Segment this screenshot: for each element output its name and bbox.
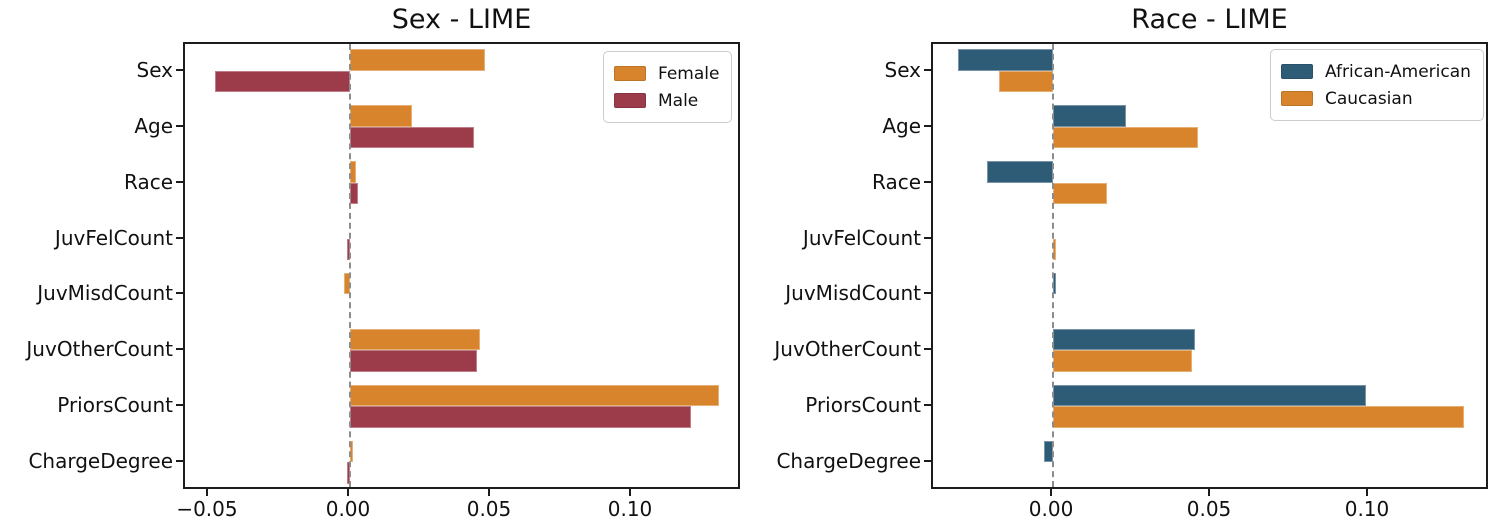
ytick-mark	[176, 292, 183, 295]
ytick-mark	[924, 348, 931, 351]
legend: Female Male	[603, 51, 733, 123]
bar-priorscount-caucasian	[1053, 406, 1464, 428]
ytick-mark	[924, 236, 931, 239]
ytick-label-age: Age	[134, 113, 173, 138]
ytick-label-priorscount: PriorsCount	[805, 393, 921, 418]
ytick-label-chargedegree: ChargeDegree	[28, 449, 173, 474]
ytick-label-juvmisdcount: JuvMisdCount	[37, 281, 173, 306]
chart-title: Race - LIME	[1131, 4, 1288, 35]
bar-race-caucasian	[1053, 182, 1107, 205]
bar-age-african-american	[1053, 105, 1126, 127]
ytick-mark	[924, 68, 931, 71]
bar-priorscount-female	[349, 384, 720, 407]
ytick-mark	[924, 292, 931, 295]
bar-chargedegree-male	[347, 462, 350, 484]
legend-item: Female	[614, 60, 719, 87]
bar-priorscount-african-american	[1053, 384, 1366, 407]
ytick-label-sex: Sex	[884, 57, 921, 82]
bar-priorscount-male	[349, 406, 692, 428]
ytick-mark	[176, 236, 183, 239]
bar-race-african-american	[986, 161, 1054, 183]
bar-age-caucasian	[1053, 126, 1199, 149]
chart-title: Sex - LIME	[391, 4, 532, 35]
xtick-label: 0.00	[325, 497, 371, 521]
xtick-mark	[487, 489, 490, 496]
ytick-label-race: Race	[871, 169, 921, 194]
ytick-mark	[924, 404, 931, 407]
ytick-mark	[176, 124, 183, 127]
ytick-mark	[924, 460, 931, 463]
bar-chargedegree-african-american	[1043, 440, 1054, 463]
bar-juvmisdcount-female	[344, 272, 350, 295]
xtick-mark	[205, 489, 208, 496]
ytick-label-race: Race	[123, 169, 173, 194]
legend-label: African-American	[1325, 61, 1471, 82]
bar-sex-caucasian	[999, 70, 1054, 93]
bar-sex-female	[349, 49, 486, 71]
xtick-mark	[346, 489, 349, 496]
ytick-label-juvfelcount: JuvFelCount	[54, 225, 173, 250]
ytick-label-juvmisdcount: JuvMisdCount	[785, 281, 921, 306]
ytick-label-juvothercount: JuvOtherCount	[26, 337, 173, 362]
female-swatch-icon	[614, 66, 646, 81]
xtick-label: 0.05	[1186, 497, 1232, 521]
ytick-label-age: Age	[882, 113, 921, 138]
xtick-mark	[1050, 489, 1053, 496]
male-swatch-icon	[614, 93, 646, 108]
caucasian-swatch-icon	[1281, 91, 1313, 106]
ytick-label-juvothercount: JuvOtherCount	[774, 337, 921, 362]
legend: African-American Caucasian	[1270, 49, 1484, 121]
bar-juvothercount-female	[349, 328, 480, 351]
bar-juvothercount-african-american	[1053, 328, 1196, 351]
ytick-label-juvfelcount: JuvFelCount	[802, 225, 921, 250]
xtick-mark	[1208, 489, 1211, 496]
legend-item: Male	[614, 87, 719, 114]
ytick-label-priorscount: PriorsCount	[57, 393, 173, 418]
bar-sex-male	[214, 70, 350, 93]
xtick-label: 0.05	[466, 497, 512, 521]
xtick-mark	[629, 489, 631, 496]
ytick-label-sex: Sex	[136, 57, 173, 82]
xtick-label: −0.05	[176, 497, 238, 521]
bar-juvothercount-male	[349, 350, 477, 372]
zero-reference-line	[1052, 44, 1055, 487]
bar-juvothercount-caucasian	[1053, 350, 1193, 372]
bar-juvmisdcount-african-american	[1053, 272, 1057, 295]
xtick-label: 0.10	[607, 497, 653, 521]
zero-reference-line	[348, 44, 351, 487]
legend-item: Caucasian	[1281, 85, 1471, 112]
ytick-mark	[176, 460, 183, 463]
bar-race-male	[349, 182, 359, 205]
ytick-mark	[924, 180, 931, 183]
xtick-label: 0.10	[1344, 497, 1390, 521]
bar-juvfelcount-caucasian	[1053, 238, 1057, 261]
ytick-mark	[176, 180, 183, 183]
xtick-label: 0.00	[1028, 497, 1074, 521]
legend-label: Caucasian	[1325, 88, 1413, 109]
bar-sex-african-american	[958, 49, 1054, 71]
xtick-mark	[1365, 489, 1368, 496]
bar-age-male	[349, 126, 475, 149]
ytick-mark	[176, 68, 183, 71]
bar-chargedegree-female	[349, 440, 353, 463]
legend-label: Male	[658, 90, 699, 111]
legend-label: Female	[658, 63, 720, 84]
ytick-label-chargedegree: ChargeDegree	[776, 449, 921, 474]
legend-item: African-American	[1281, 58, 1471, 85]
bar-juvfelcount-male	[347, 238, 350, 261]
african-american-swatch-icon	[1281, 64, 1313, 79]
bar-race-female	[349, 161, 356, 183]
ytick-mark	[924, 124, 931, 127]
bar-age-female	[349, 105, 413, 127]
ytick-mark	[176, 404, 183, 407]
ytick-mark	[176, 348, 183, 351]
